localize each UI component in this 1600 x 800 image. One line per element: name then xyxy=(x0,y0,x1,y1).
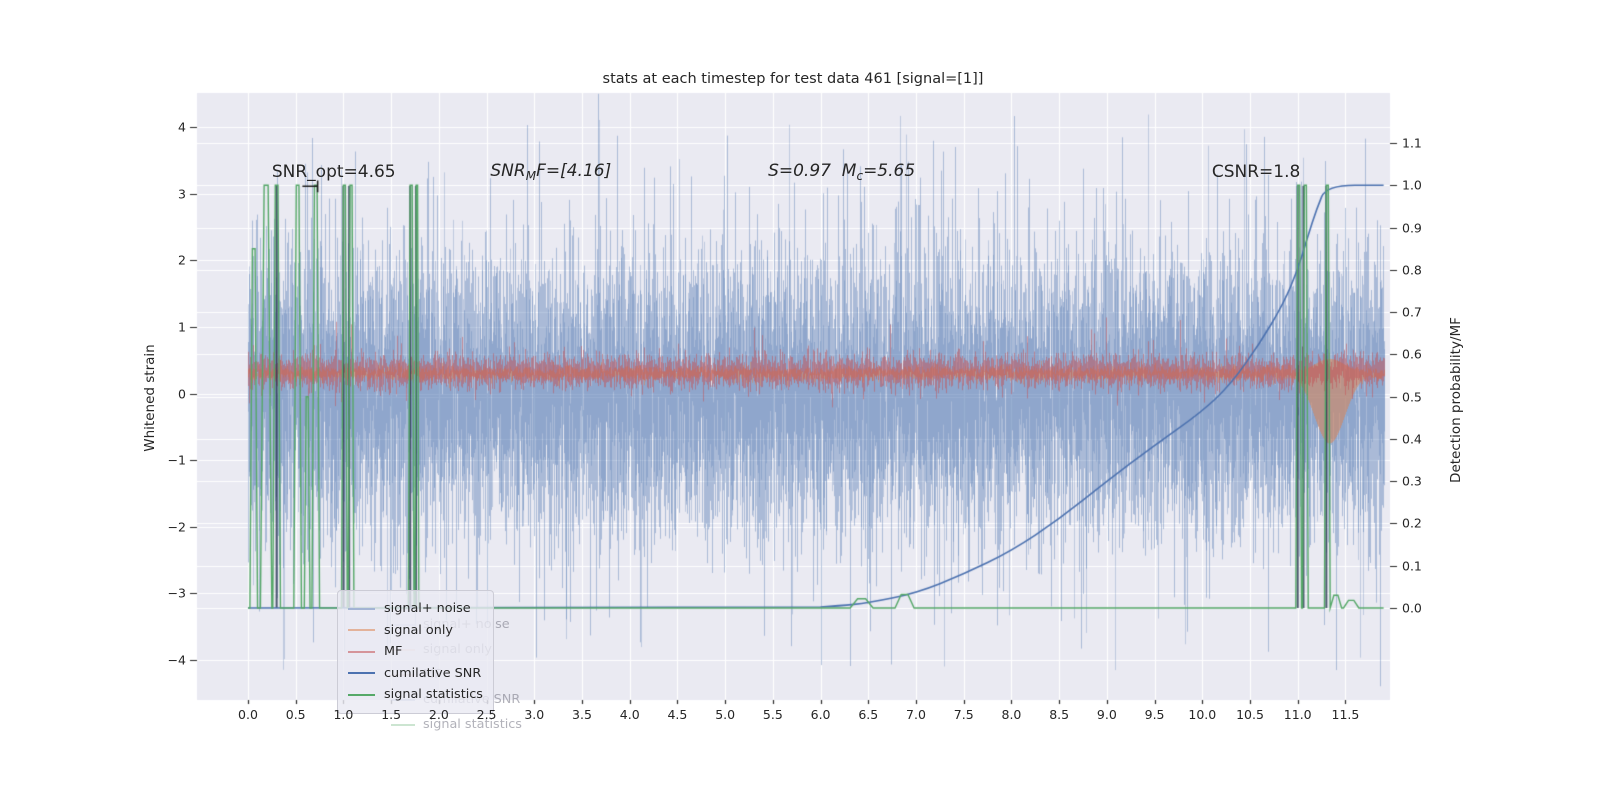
stat-annotation: SNR_opt=4.65 xyxy=(271,162,396,183)
legend-item: signal statistics xyxy=(348,684,483,706)
y-tick-right-label: 0.8 xyxy=(1402,262,1422,278)
legend-swatch xyxy=(348,672,375,675)
legend-swatch xyxy=(348,650,375,653)
x-tick-label: 9.5 xyxy=(1144,707,1165,722)
y-tick-right-label: 0.0 xyxy=(1402,600,1422,616)
x-tick-label: 7.0 xyxy=(906,707,926,722)
y-tick-right-label: 0.5 xyxy=(1402,389,1422,405)
y-tick-left-label: −3 xyxy=(167,585,186,601)
y-tick-left-label: 1 xyxy=(178,319,186,335)
ghost-legend-swatch xyxy=(391,723,415,726)
x-tick-label: 11.0 xyxy=(1283,707,1312,722)
y-tick-right-label: 0.9 xyxy=(1402,220,1422,236)
stat-annotation: SNRMF=[4.16] xyxy=(490,161,612,184)
x-tick-label: 9.0 xyxy=(1096,707,1117,722)
y-tick-left-label: −1 xyxy=(167,452,186,468)
y-tick-right-label: 0.4 xyxy=(1402,431,1422,447)
y-tick-left-label: −2 xyxy=(167,519,186,535)
x-tick-label: 3.5 xyxy=(572,707,592,722)
x-tick-label: 5.0 xyxy=(715,707,736,722)
x-tick-label: 4.5 xyxy=(667,707,688,722)
x-tick-label: 6.0 xyxy=(810,707,831,722)
x-tick-label: 8.5 xyxy=(1049,707,1070,722)
x-tick-label: 10.0 xyxy=(1188,707,1217,722)
legend-label: signal statistics xyxy=(384,687,483,703)
legend-swatch xyxy=(348,693,375,696)
x-tick-label: 10.5 xyxy=(1236,707,1264,722)
y-tick-left-label: −4 xyxy=(167,652,186,668)
legend-label: signal+ noise xyxy=(384,601,471,617)
legend-item: MF xyxy=(348,641,483,663)
ghost-legend-item: signal statistics xyxy=(391,712,522,737)
legend-item: cumilative SNR xyxy=(348,663,483,685)
x-tick-label: 1.0 xyxy=(333,707,354,722)
y-axis-label-left: Whitened strain xyxy=(142,344,158,452)
y-tick-left-label: 0 xyxy=(178,386,186,401)
y-tick-left-label: 3 xyxy=(178,186,186,202)
x-tick-label: 4.0 xyxy=(619,707,640,722)
x-tick-label: 6.5 xyxy=(858,707,879,722)
x-tick-label: 0.5 xyxy=(285,707,306,722)
legend-item: signal+ noise xyxy=(348,598,483,620)
y-tick-right-label: 1.0 xyxy=(1402,177,1422,193)
x-tick-label: 1.5 xyxy=(381,707,402,722)
y-tick-right-label: 0.2 xyxy=(1402,515,1422,531)
x-tick-label: 2.0 xyxy=(428,707,449,722)
legend: signal+ noise signal only MF cumilative SNR… xyxy=(337,590,494,714)
y-tick-right-label: 0.1 xyxy=(1402,558,1422,574)
x-tick-label: 11.5 xyxy=(1331,707,1360,722)
y-tick-right-label: 0.3 xyxy=(1402,473,1422,489)
y-tick-right-label: 1.1 xyxy=(1402,135,1422,151)
chart-title: stats at each timestep for test data 461… xyxy=(602,71,984,87)
legend-label: cumilative SNR xyxy=(384,665,482,681)
x-tick-label: 3.0 xyxy=(524,707,545,722)
y-tick-right-label: 0.7 xyxy=(1402,304,1422,320)
x-tick-label: 8.0 xyxy=(1001,707,1022,722)
legend-label: signal only xyxy=(384,622,453,638)
stat-annotation: S=0.97 Mc=5.65 xyxy=(768,161,916,184)
x-tick-label: 2.5 xyxy=(476,707,497,722)
legend-label: MF xyxy=(384,644,403,660)
ghost-legend-label: signal statistics xyxy=(423,717,522,732)
x-tick-label: 7.5 xyxy=(953,707,974,722)
x-tick-label: 5.5 xyxy=(762,707,783,722)
legend-swatch xyxy=(348,607,375,610)
y-tick-left-label: 2 xyxy=(178,252,186,268)
stat-annotation: CSNR=1.8 xyxy=(1211,162,1301,183)
y-tick-right-label: 0.6 xyxy=(1402,346,1422,362)
y-axis-label-right: Detection probability/MF xyxy=(1448,317,1464,483)
y-tick-left-label: 4 xyxy=(178,119,186,135)
legend-swatch xyxy=(348,629,375,632)
x-tick-label: 0.0 xyxy=(238,707,258,722)
legend-item: signal only xyxy=(348,620,483,642)
